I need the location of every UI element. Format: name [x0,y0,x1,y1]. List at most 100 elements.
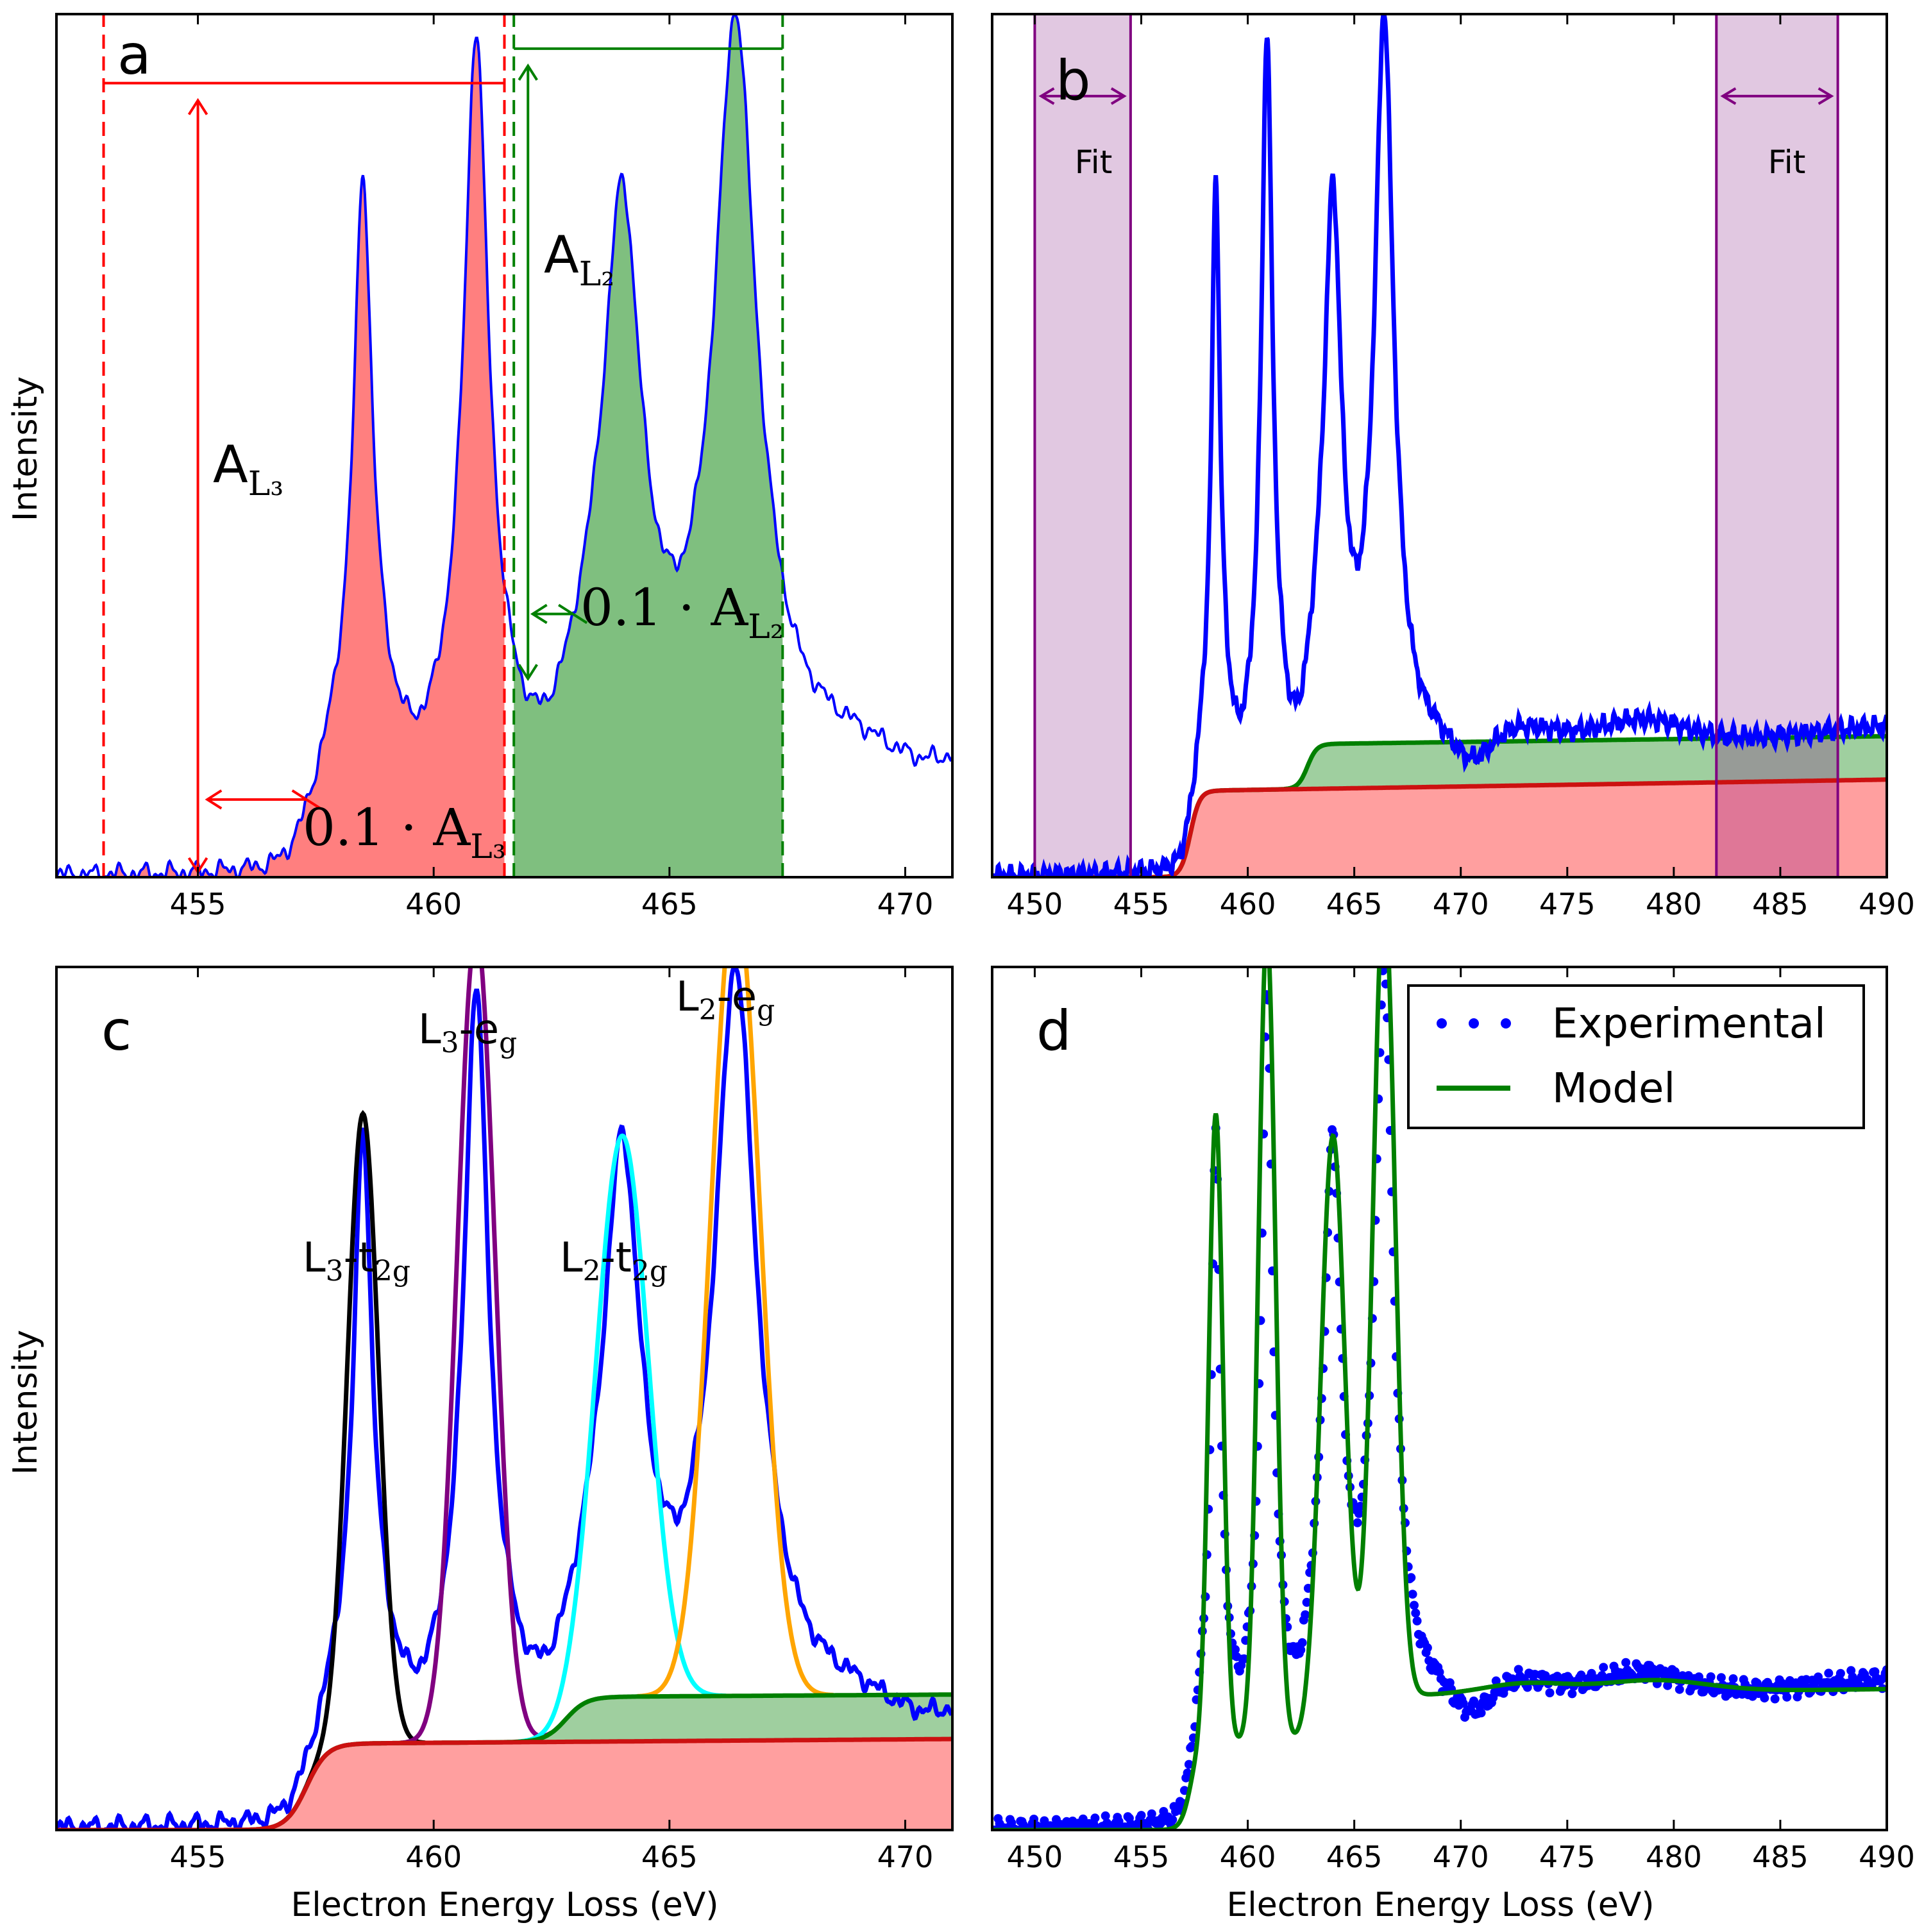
experimental-point [1835,1668,1845,1678]
l2-height-arrow-tail [518,664,538,682]
plot-area [56,967,952,1830]
peak-curve-3 [637,967,834,1699]
x-tick-label: 485 [1752,887,1809,921]
model-line [992,967,1887,1830]
panel-label-c: c [101,999,131,1063]
plot-frame [991,966,1888,1831]
peak-label-l2-t2g: L2-t2g [560,1234,668,1288]
plot-area [56,14,952,877]
experimental-point [1411,1608,1421,1618]
legend-label-experimental: Experimental [1552,1000,1826,1048]
plot-frame [55,13,954,878]
experimental-point [1101,1811,1110,1820]
x-tick-label: 460 [405,1840,462,1874]
experimental-point [1694,1672,1703,1682]
plot-area [992,967,1887,1830]
experimental-point [1301,1610,1310,1620]
experimental-point [1354,1509,1363,1518]
x-tick-label: 455 [170,1840,226,1874]
experimental-point [1239,1654,1249,1663]
l3-area [103,38,505,877]
x-tick-label: 455 [170,887,226,921]
x-axis-label-c: Electron Energy Loss (eV) [291,1886,718,1924]
legend-box [1407,984,1865,1129]
legend-marker-experimental [1437,1018,1447,1029]
plot-frame [55,966,954,1831]
x-tick-label: 450 [1007,887,1063,921]
experimental-point [1435,1667,1444,1677]
experimental-point [1770,1694,1780,1704]
spectrum-line [56,967,952,1830]
x-tick-label: 490 [1859,1840,1915,1874]
panel-a: 455 460 465 470 [55,13,954,921]
experimental-point [1814,1672,1823,1682]
peak-label-l2-eg: L2-eg [676,973,775,1027]
experimental-point [1184,1760,1194,1769]
annotation-a-l3: AL₃ [213,435,283,503]
l3-width-arrow-tail [291,789,321,810]
x-tick-label: 480 [1646,1840,1702,1874]
fit-arrow-head [1720,87,1737,105]
legend-marker-experimental-2 [1469,1018,1479,1029]
experimental-point [1136,1811,1146,1820]
fit-window-overlap [1716,737,1838,877]
panel-label-a: a [117,23,151,87]
experimental-point [1469,1696,1478,1706]
l3-step-line [56,1736,952,1830]
y-axis-label-bottom: Intensity [6,1330,45,1475]
experimental-point [1380,967,1389,973]
annotation-frac-l2: 0.1 · AL₂ [580,578,784,646]
experimental-point [1183,1768,1192,1777]
annotation-frac-l3: 0.1 · AL₃ [303,798,506,866]
experimental-point [1412,1616,1422,1625]
legend-label-model: Model [1552,1065,1675,1113]
experimental-point [1545,1688,1555,1697]
experimental-point [1168,1815,1177,1824]
experimental-point [1296,1645,1306,1655]
experimental-point [1567,1689,1577,1699]
x-tick-label: 475 [1539,1840,1596,1874]
x-tick-label: 460 [1220,1840,1276,1874]
l2-area [514,15,783,877]
experimental-point [1302,1597,1312,1607]
peak-curve-1 [400,967,553,1745]
x-tick-label: 470 [1433,887,1489,921]
experimental-point [1476,1708,1486,1718]
peak-curve-0 [298,1110,426,1799]
x-tick-label: 470 [877,1840,934,1874]
experimental-point [1353,1518,1362,1527]
experimental-point [1090,1813,1100,1823]
x-tick-label: 465 [641,1840,698,1874]
l2-step-area [56,1694,952,1830]
experimental-point [1422,1643,1432,1652]
x-tick-label: 450 [1007,1840,1063,1874]
experimental-point [1297,1638,1307,1647]
x-tick-label: 460 [1220,887,1276,921]
x-tick-label: 475 [1539,887,1596,921]
fit-arrow-tail [1818,87,1834,105]
x-tick-label: 470 [1433,1840,1489,1874]
x-tick-label: 490 [1859,887,1915,921]
l2-width-arrow-tail [558,603,588,625]
fit-window-0 [1034,14,1131,877]
peak-label-l3-eg: L3-eg [418,1006,517,1059]
experimental-point [1406,1573,1416,1583]
experimental-point [1706,1672,1716,1681]
x-tick-label: 465 [1326,1840,1383,1874]
l3-width-arrow-head [205,789,223,810]
x-tick-label: 465 [1326,887,1383,921]
x-tick-label: 480 [1646,887,1702,921]
experimental-point [1231,1645,1240,1654]
l2-width-arrow-head [530,603,548,625]
panel-label-b: b [1056,49,1091,113]
experimental-point [1410,1600,1419,1610]
l3-step-line [992,777,1887,877]
legend-marker-experimental-3 [1501,1018,1511,1029]
panel-label-d: d [1036,999,1072,1063]
fit-label-left: Fit [1075,144,1113,181]
panel-d: 450 455 460 465 470 475 480 485 490 [991,966,1915,1874]
spectrum-line [992,14,1887,877]
l2-step-area [992,736,1887,877]
experimental-point [1782,1692,1792,1702]
